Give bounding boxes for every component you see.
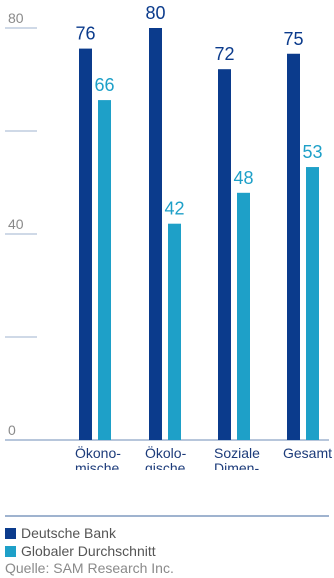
bars <box>79 28 319 441</box>
bar <box>287 53 300 440</box>
y-tick-label: 80 <box>8 10 24 26</box>
category-label: mische <box>75 460 120 470</box>
value-labels: 76 66 80 42 72 48 75 53 <box>75 3 322 219</box>
legend: Deutsche Bank Globaler Durchschnitt <box>5 524 156 560</box>
bar-value-label: 75 <box>283 29 303 49</box>
bar <box>237 192 250 440</box>
bar <box>306 167 319 441</box>
category-labels: Ökono-mischeDimen-sionÖkolo-gischeDimen-… <box>75 444 332 470</box>
legend-label-deutsche-bank: Deutsche Bank <box>21 525 116 541</box>
category-label: Gesamt <box>283 445 332 461</box>
legend-item-deutsche-bank: Deutsche Bank <box>5 524 156 542</box>
bar <box>149 28 162 440</box>
bar-value-label: 42 <box>164 199 184 219</box>
bar-value-label: 66 <box>94 75 114 95</box>
category-label: Ökono- <box>75 444 121 461</box>
bar-value-label: 76 <box>75 24 95 44</box>
bar <box>218 69 231 440</box>
bar <box>98 100 111 440</box>
bar-value-label: 48 <box>233 168 253 188</box>
source-note: Quelle: SAM Research Inc. <box>5 560 174 576</box>
category-label: Dimen- <box>214 460 259 470</box>
category-label: gische <box>145 460 186 470</box>
bar-chart: 0 40 80 76 66 80 42 72 48 75 53 Ökono-mische Dimen… <box>5 3 332 470</box>
category-label: Ökolo- <box>145 444 187 461</box>
y-tick-label: 0 <box>8 422 16 438</box>
y-axis: 0 40 80 <box>5 10 329 441</box>
bar-value-label: 80 <box>145 3 165 23</box>
legend-divider <box>5 515 329 517</box>
legend-swatch-globaler-durchschnitt <box>5 545 16 557</box>
bar <box>168 223 181 440</box>
legend-label-globaler-durchschnitt: Globaler Durchschnitt <box>21 543 156 559</box>
y-tick-label: 40 <box>8 216 24 232</box>
category-label: Soziale <box>214 445 260 461</box>
bar-value-label: 53 <box>302 142 322 162</box>
bar-value-label: 72 <box>214 44 234 64</box>
legend-swatch-deutsche-bank <box>5 527 16 539</box>
legend-item-globaler-durchschnitt: Globaler Durchschnitt <box>5 542 156 560</box>
bar <box>79 48 92 440</box>
